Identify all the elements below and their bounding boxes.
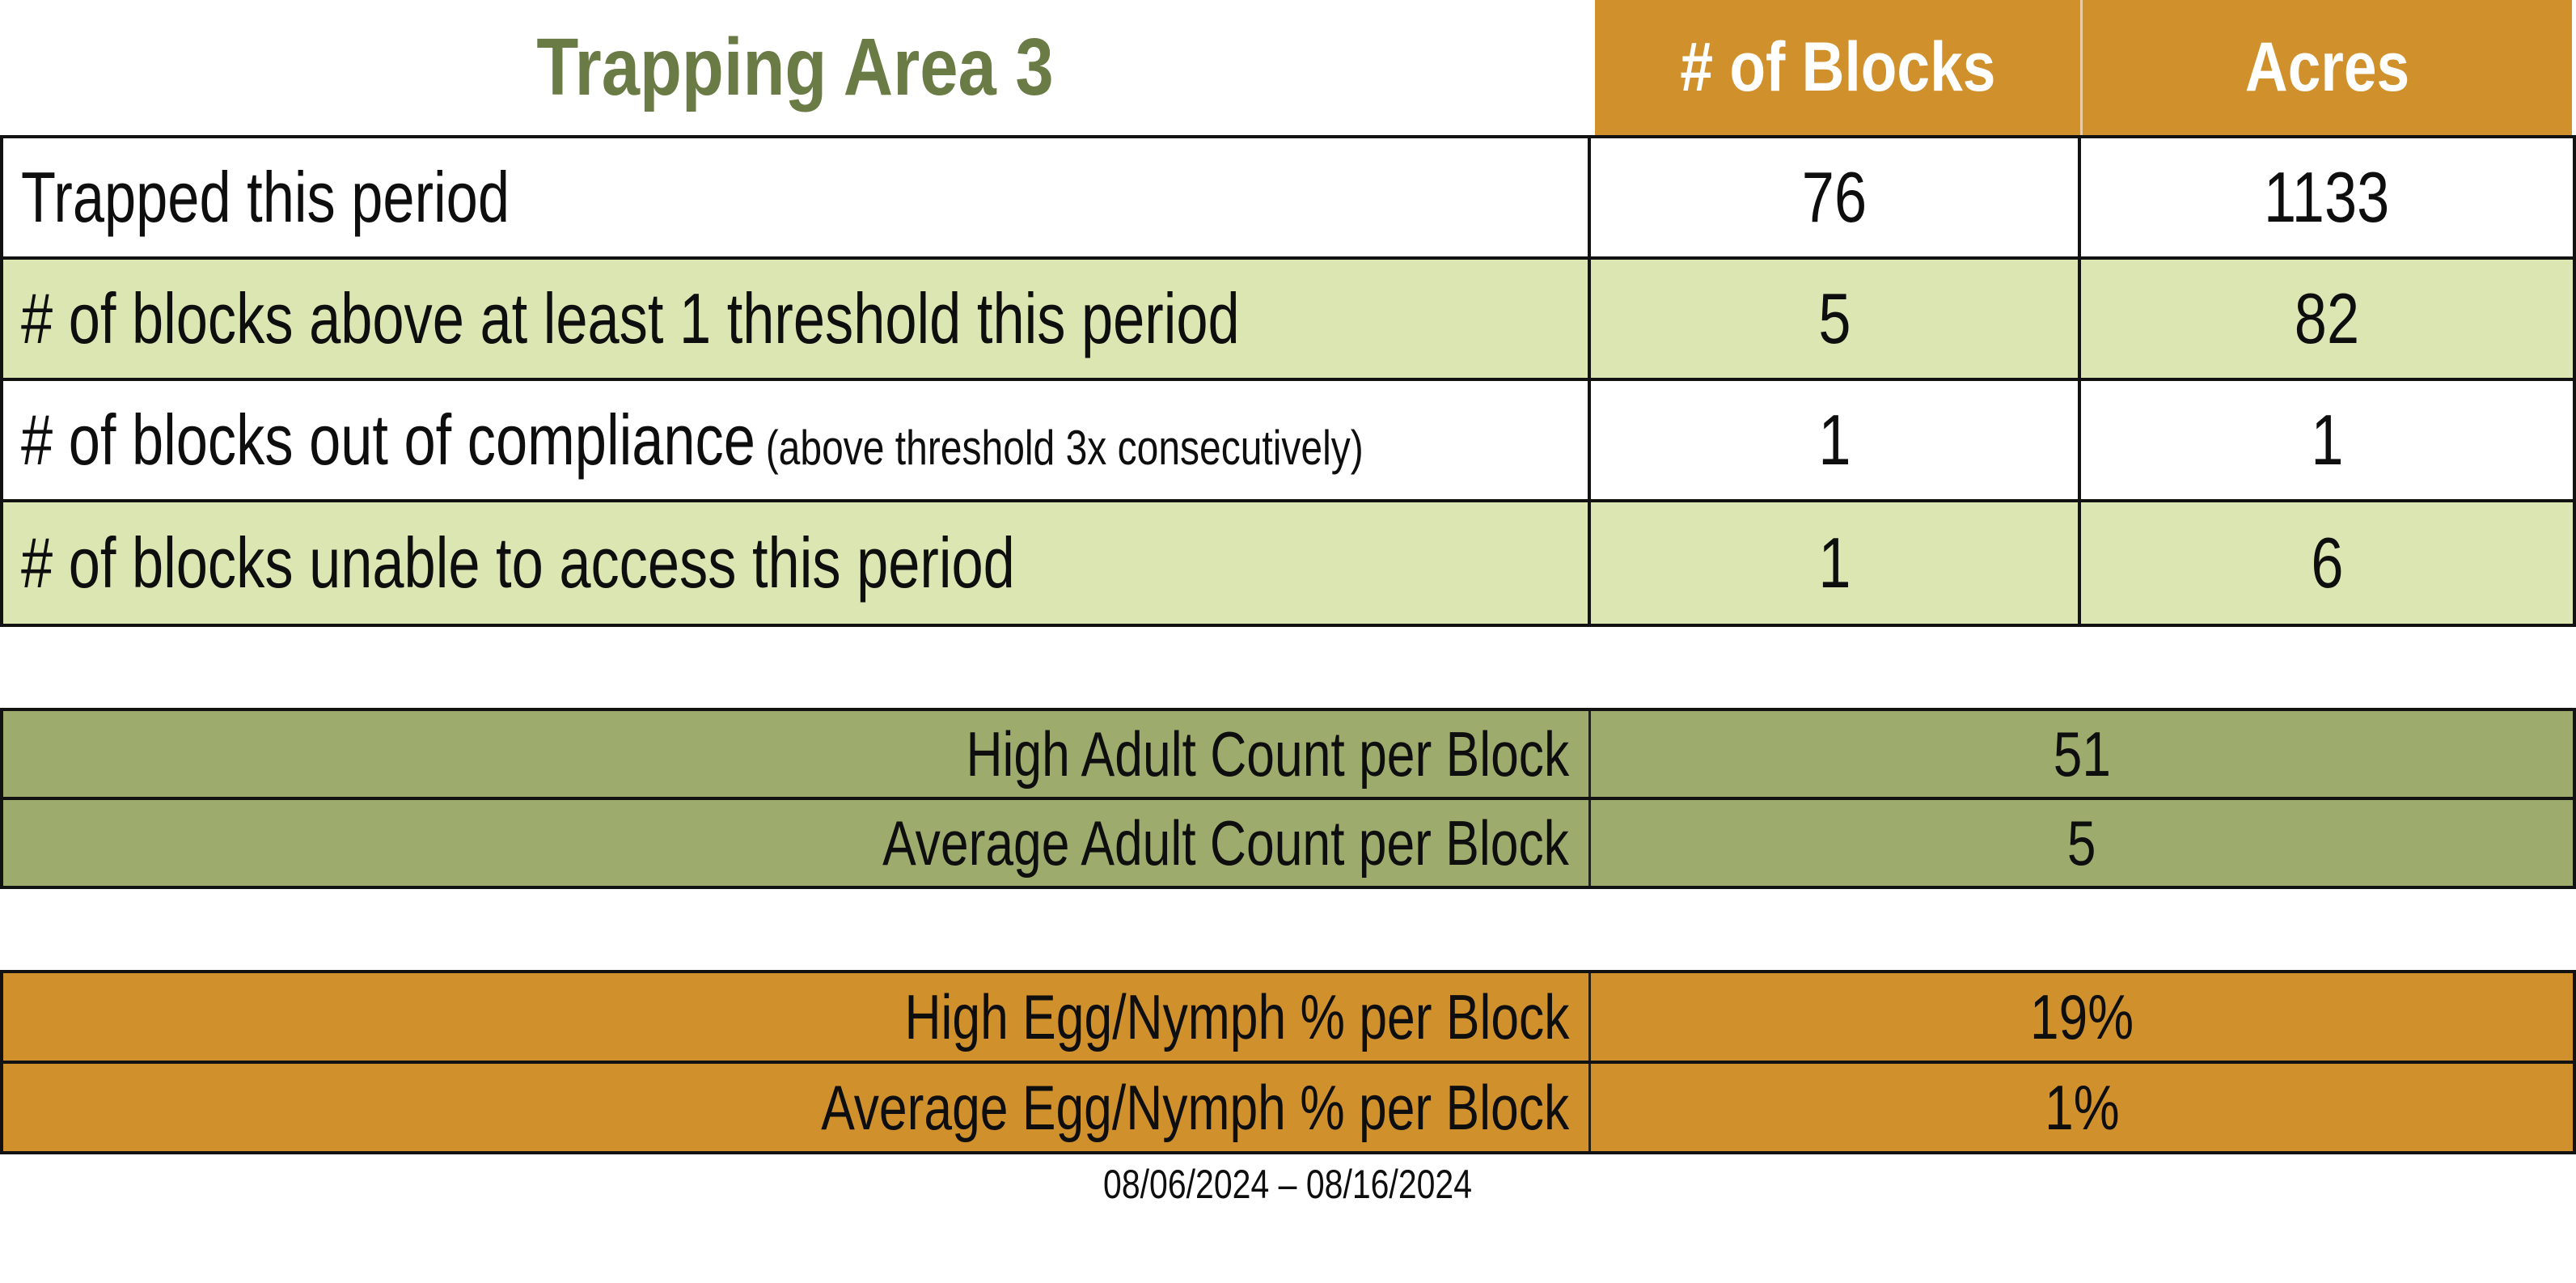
egg-nymph-table: High Egg/Nymph % per Block 19% Average E… [0,970,2576,1154]
table-row: # of blocks above at least 1 threshold t… [3,260,2573,381]
row-label: High Egg/Nymph % per Block [3,973,1591,1061]
row-value: 1% [2044,1071,2120,1143]
row-label: # of blocks unable to access this period [3,502,1591,624]
row-label: # of blocks out of compliance (above thre… [3,381,1591,499]
table-row: Average Egg/Nymph % per Block 1% [3,1064,2573,1151]
table-row: Trapped this period 76 1133 [3,138,2573,260]
summary-table: Trapped this period 76 1133 # of blocks … [0,135,2576,627]
row-label: Average Adult Count per Block [3,800,1591,886]
row-value: 51 [2053,718,2111,790]
table-row: # of blocks out of compliance (above thre… [3,381,2573,502]
col-header-acres: Acres [2083,0,2576,135]
row-value: 5 [2067,807,2096,879]
acres-value: 1133 [2264,157,2390,237]
blocks-value: 1 [1591,381,2081,499]
date-range: 08/06/2024 – 08/16/2024 [1103,1162,1473,1207]
acres-value: 82 [2294,278,2360,358]
table-row: # of blocks unable to access this period… [3,502,2573,624]
table-row: Average Adult Count per Block 5 [3,800,2573,886]
acres-value: 6 [2310,523,2344,603]
row-label: Trapped this period [3,138,1591,256]
col-header-blocks: # of Blocks [1591,0,2083,135]
acres-value: 1 [2310,400,2344,480]
blocks-value: 1 [1591,502,2081,624]
summary-table-header: Trapping Area 3 # of Blocks Acres [0,0,2576,135]
row-label: # of blocks above at least 1 threshold t… [3,260,1591,378]
adult-count-table: High Adult Count per Block 51 Average Ad… [0,708,2576,889]
table-row: High Egg/Nymph % per Block 19% [3,973,2573,1064]
row-label: Average Egg/Nymph % per Block [3,1064,1591,1151]
row-label-note: (above threshold 3x consecutively) [765,421,1364,475]
page-title: Trapping Area 3 [0,0,1591,135]
blocks-value: 76 [1591,138,2081,256]
table-row: High Adult Count per Block 51 [3,711,2573,800]
row-value: 19% [2029,980,2134,1052]
blocks-value: 5 [1591,260,2081,378]
row-label: High Adult Count per Block [3,711,1591,797]
